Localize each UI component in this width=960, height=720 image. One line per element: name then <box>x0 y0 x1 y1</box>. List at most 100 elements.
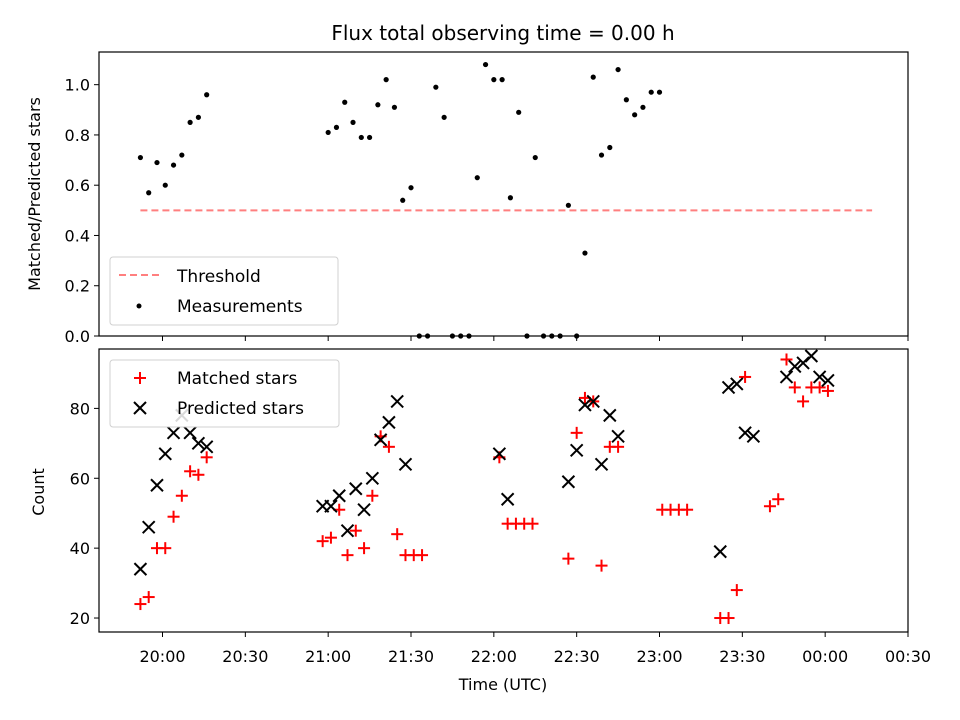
measurement-point <box>333 124 340 130</box>
matched-star-marker <box>366 489 379 502</box>
predicted-star-marker <box>804 349 819 363</box>
matched-star-marker <box>526 517 539 530</box>
top-y-axis: 0.0 0.2 0.4 0.6 0.8 1.0 <box>65 76 99 346</box>
predicted-star-marker-b <box>365 471 380 485</box>
measurement-point <box>565 202 571 208</box>
predicted-star-marker <box>779 370 794 384</box>
measurement-point <box>532 154 538 161</box>
predicted-star-marker <box>158 447 172 461</box>
predicted-star-marker <box>500 492 515 506</box>
top-y-tick-label: 0.0 <box>65 327 90 346</box>
bottom-x-tick-label: 22:30 <box>554 647 600 666</box>
matched-star-marker <box>175 489 188 502</box>
matched-star-marker <box>382 440 395 453</box>
bottom-y-axis: 20 40 60 80 <box>70 399 99 628</box>
predicted-star-marker <box>390 394 404 409</box>
measurement-point <box>648 89 654 95</box>
top-y-tick-label: 0.4 <box>65 226 90 245</box>
bottom-x-tick-label: 21:30 <box>388 647 434 666</box>
top-plot-frame <box>98 51 909 337</box>
predicted-star-marker-b <box>779 370 794 384</box>
bottom-y-tick-label: 60 <box>70 469 90 488</box>
measurement-point <box>524 333 530 339</box>
matched-star-marker <box>159 542 172 555</box>
matched-star-marker <box>681 503 694 516</box>
matched-star-marker <box>813 381 826 394</box>
predicted-star-marker <box>166 426 181 440</box>
measurements-legend-swatch <box>136 303 142 309</box>
measurement-point <box>491 77 497 83</box>
predicted-star-marker-b <box>158 447 172 461</box>
predicted-star-marker-b <box>738 426 752 440</box>
measurement-point <box>350 119 356 125</box>
predicted-star-marker-b <box>788 359 802 374</box>
predicted-star-marker <box>340 523 355 538</box>
measurement-point <box>582 250 588 256</box>
top-y-tick-label: 0.2 <box>65 277 90 296</box>
measurement-point <box>195 114 201 120</box>
predicted-star-marker-b <box>183 426 197 440</box>
predicted-star-marker-b <box>561 475 576 489</box>
measurement-point <box>424 333 431 339</box>
bottom-x-tick-label: 23:30 <box>719 647 765 666</box>
matched-star-marker <box>780 353 793 366</box>
bottom-y-tick-label: 40 <box>70 539 90 558</box>
measurement-point <box>615 66 621 73</box>
predicted-star-marker-b <box>569 443 584 458</box>
bottom-plot-frame <box>98 348 909 633</box>
bottom-x-axis-label: Time (UTC) <box>458 675 547 694</box>
top-y-tick-label: 0.8 <box>65 126 90 145</box>
matched-star-marker <box>595 559 608 572</box>
matched-star-marker <box>570 426 583 439</box>
predicted-star-marker <box>382 415 396 430</box>
predicted-star-marker-b <box>199 440 214 454</box>
matched-star-marker <box>316 535 329 548</box>
top-y-tick-label: 0.6 <box>65 176 90 195</box>
predicted-star-marker <box>492 447 507 461</box>
measurement-point <box>170 162 177 168</box>
predicted-star-marker-b <box>730 377 744 391</box>
matched-star-marker <box>324 531 337 544</box>
predicted-star-marker-b <box>191 436 206 451</box>
predicted-star-marker-b <box>721 380 736 395</box>
predicted-star-marker-b <box>611 429 625 444</box>
bottom-x-tick-label: 20:00 <box>139 647 185 666</box>
predicted-star-marker <box>357 503 371 517</box>
predicted-star-marker-b <box>357 503 371 517</box>
top-legend-box <box>109 256 339 326</box>
matched-star-marker <box>200 451 213 464</box>
predicted-star-marker <box>150 478 164 492</box>
measurements-legend-label: Measurements <box>177 297 303 317</box>
predicted-star-marker <box>324 499 338 513</box>
matched-star-marker <box>612 440 625 453</box>
predicted-star-marker-b <box>166 426 181 440</box>
matched-star-marker <box>763 500 776 513</box>
predicted-stars-legend-swatch <box>133 401 147 415</box>
predicted-star-marker-b <box>133 562 148 576</box>
predicted-star-marker-b <box>340 523 355 538</box>
measurement-point <box>449 333 456 339</box>
measurement-point <box>499 77 505 83</box>
predicted-star-marker-b <box>804 349 819 363</box>
measurement-point <box>408 185 414 191</box>
matched-star-marker <box>562 552 575 565</box>
measurement-point <box>154 159 160 166</box>
predicted-star-marker-b <box>578 398 592 412</box>
matched-stars-legend-label: Matched stars <box>177 369 297 389</box>
bottom-legend-box <box>109 359 340 428</box>
bottom-x-tick-label: 22:00 <box>471 647 517 666</box>
predicted-stars-legend-label: Predicted stars <box>177 399 304 419</box>
measurement-point <box>466 333 472 339</box>
bottom-y-axis-label: Count <box>29 468 48 516</box>
matched-stars-legend-swatch <box>134 372 146 384</box>
matched-star-marker <box>797 395 810 408</box>
predicted-star-marker <box>365 471 380 485</box>
threshold-legend-label: Threshold <box>176 267 261 287</box>
predicted-star-marker <box>141 520 156 534</box>
measurement-point <box>507 195 514 201</box>
matched-star-marker <box>821 384 834 397</box>
bottom-x-tick-label: 23:00 <box>636 647 682 666</box>
predicted-star-marker-b <box>500 492 515 506</box>
predicted-star-marker-b <box>373 433 388 447</box>
